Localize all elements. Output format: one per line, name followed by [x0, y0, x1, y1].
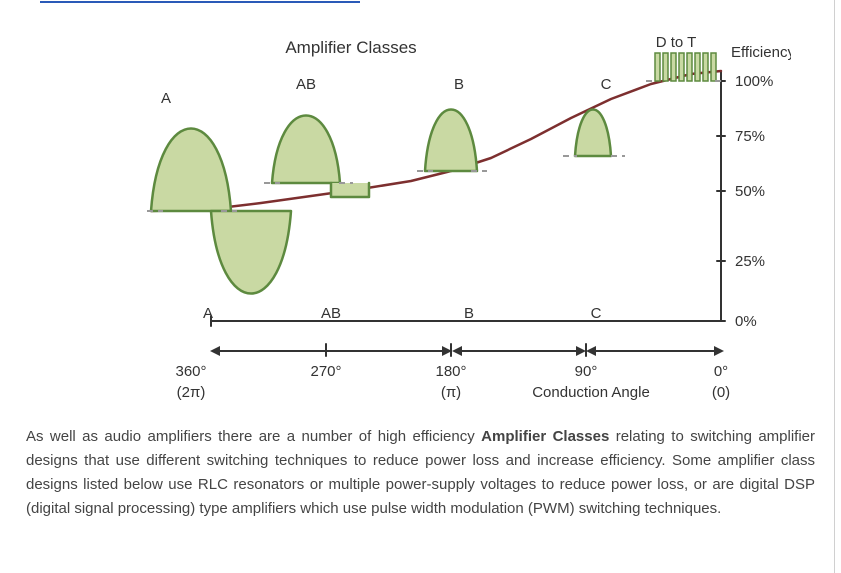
pwm-bar: [695, 53, 700, 81]
pwm-bar: [711, 53, 716, 81]
pwm-bar: [655, 53, 660, 81]
efficiency-tick-label: 0%: [735, 313, 757, 330]
description-paragraph: As well as audio amplifiers there are a …: [20, 425, 821, 521]
page-right-border: [834, 0, 835, 573]
efficiency-tick-label: 25%: [735, 253, 765, 270]
class-letter-bottom: C: [590, 305, 601, 322]
chart-title: Amplifier Classes: [285, 38, 416, 57]
amplifier-classes-chart: Amplifier Classes Efficiency 100% 75% 50% 25%…: [51, 11, 791, 407]
efficiency-tick-label: 50%: [735, 183, 765, 200]
class-letter-top: A: [160, 90, 170, 107]
class-letter-top: AB: [295, 76, 315, 93]
pwm-bar: [663, 53, 668, 81]
pwm-bar: [703, 53, 708, 81]
section-heading-truncated: [40, 1, 360, 3]
class-letter-bottom: B: [463, 305, 473, 322]
class-letter-top: D to T: [655, 34, 696, 51]
x-tick-deg: 360°: [175, 363, 206, 380]
class-letter-bottom: A: [202, 305, 212, 322]
x-tick-deg: 270°: [310, 363, 341, 380]
class-letter-top: C: [600, 76, 611, 93]
class-letter-bottom: AB: [320, 305, 340, 322]
x-tick-pi: (0): [711, 384, 729, 401]
x-tick-pi: (π): [440, 384, 460, 401]
x-tick-pi: (2π): [176, 384, 205, 401]
paragraph-bold: Amplifier Classes: [481, 428, 609, 445]
paragraph-text-pre: As well as audio amplifiers there are a …: [26, 428, 481, 445]
class-letter-top: B: [453, 76, 463, 93]
pwm-bar: [671, 53, 676, 81]
x-tick-deg: 90°: [574, 363, 597, 380]
efficiency-tick-label: 75%: [735, 128, 765, 145]
pwm-bar: [679, 53, 684, 81]
x-axis-label: Conduction Angle: [532, 384, 650, 401]
efficiency-tick-label: 100%: [735, 73, 773, 90]
x-tick-deg: 180°: [435, 363, 466, 380]
x-tick-deg: 0°: [713, 363, 727, 380]
pwm-bar: [687, 53, 692, 81]
efficiency-axis-label: Efficiency: [731, 44, 791, 61]
